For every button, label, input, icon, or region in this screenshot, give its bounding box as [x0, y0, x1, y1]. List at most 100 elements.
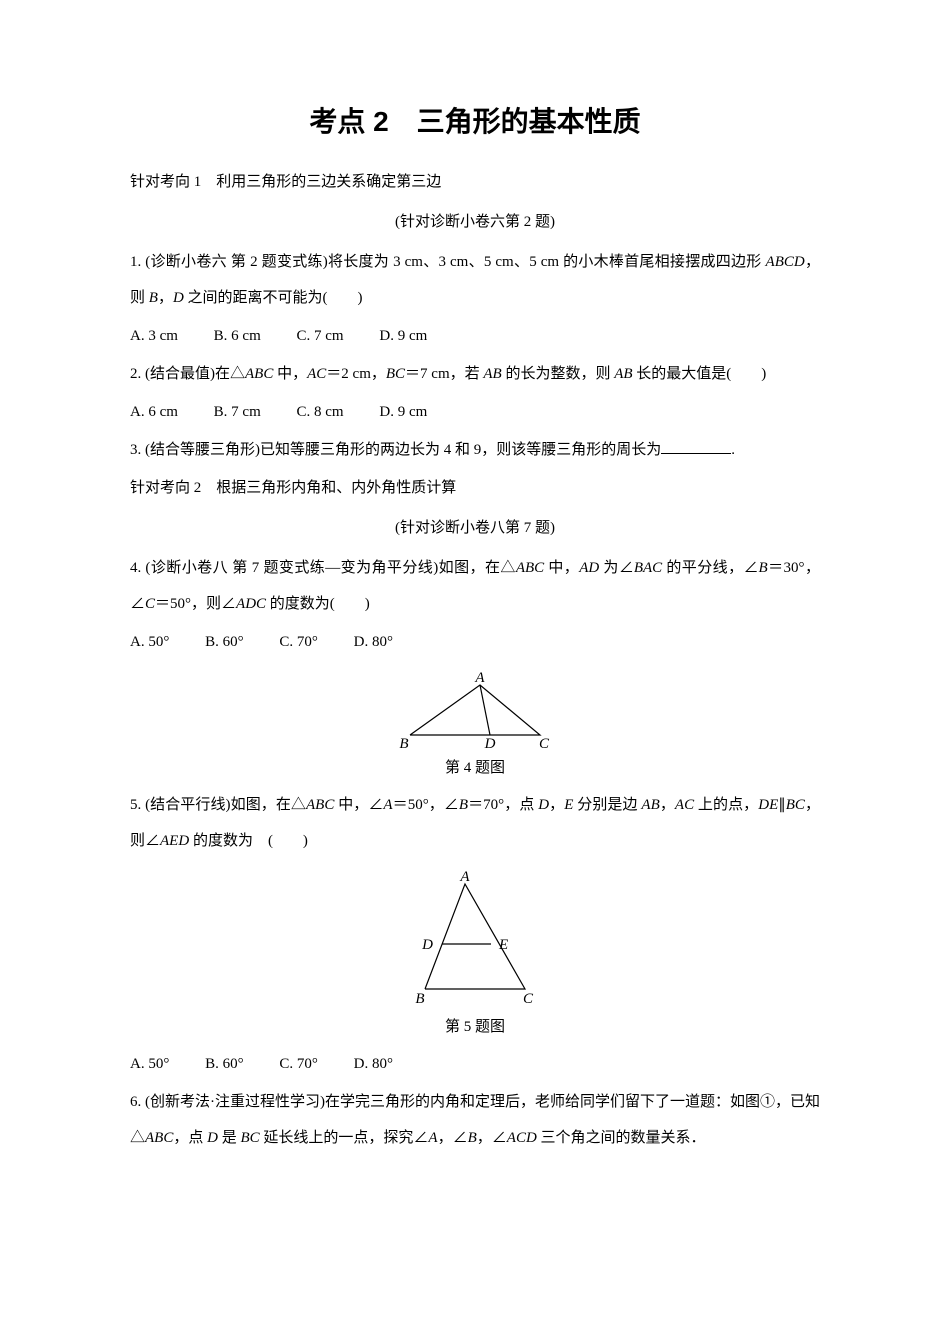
q6-post: 三个角之间的数量关系．: [537, 1130, 706, 1146]
q1-text: 1. (诊断小卷六 第 2 题变式练)将长度为 3 cm、3 cm、5 cm、5…: [130, 244, 820, 316]
section1-heading: 针对考向 1 利用三角形的三边关系确定第三边: [130, 164, 820, 200]
q4-label-c: C: [539, 736, 550, 750]
q5-label-c: C: [523, 991, 534, 1007]
q5-triangle-svg: A D E B C: [400, 869, 550, 1009]
q5-opt-b: B. 60°: [205, 1046, 244, 1082]
q4-pre: 4. (诊断小卷八 第 7 题变式练—变为角平分线)如图，在△: [130, 560, 516, 576]
q4-opt-a: A. 50°: [130, 624, 169, 660]
q3-pre: 3. (结合等腰三角形)已知等腰三角形的两边长为 4 和 9，则该等腰三角形的周…: [130, 442, 661, 458]
q5-de: DE: [758, 797, 778, 813]
q1-opt-b: B. 6 cm: [214, 318, 261, 354]
q3-blank: [661, 439, 731, 454]
q4-triangle-svg: A B D C: [390, 670, 560, 750]
q5-c1: ，: [549, 797, 564, 813]
q6-m1: ，点: [173, 1130, 207, 1146]
q2-ab2: AB: [614, 366, 632, 382]
q4-m3: 的平分线，∠: [662, 560, 758, 576]
q4-opt-d: D. 80°: [354, 624, 393, 660]
q5-options: A. 50° B. 60° C. 70° D. 80°: [130, 1046, 820, 1082]
q4-c: C: [145, 596, 155, 612]
q2-ab1: AB: [483, 366, 501, 382]
q5-post: 的度数为 ( ): [189, 833, 308, 849]
section2-note: (针对诊断小卷八第 7 题): [130, 510, 820, 546]
q5-m3: ＝70°，点: [468, 797, 538, 813]
q5-par: ∥: [778, 797, 786, 813]
q1-opt-a: A. 3 cm: [130, 318, 178, 354]
q2-options: A. 6 cm B. 7 cm C. 8 cm D. 9 cm: [130, 394, 820, 430]
q1-pre: 1. (诊断小卷六 第 2 题变式练)将长度为 3 cm、3 cm、5 cm、5…: [130, 254, 766, 270]
q6-b: B: [468, 1130, 477, 1146]
q3-text: 3. (结合等腰三角形)已知等腰三角形的两边长为 4 和 9，则该等腰三角形的周…: [130, 432, 820, 468]
q5-m1: 中，∠: [334, 797, 383, 813]
q6-c1: ，∠: [438, 1130, 468, 1146]
q6-c2: ，∠: [477, 1130, 507, 1146]
q2-pre: 2. (结合最值)在△: [130, 366, 245, 382]
q2-m3: ＝7 cm，若: [405, 366, 483, 382]
q5-a: A: [383, 797, 392, 813]
q6-a: A: [428, 1130, 437, 1146]
q5-label-a: A: [459, 869, 470, 885]
q1-b: B: [149, 290, 158, 306]
q2-opt-c: C. 8 cm: [297, 394, 344, 430]
q5-b: B: [459, 797, 468, 813]
q4-m1: 中，: [544, 560, 579, 576]
q1-c1: ，: [158, 290, 173, 306]
q4-adc: ADC: [236, 596, 266, 612]
q5-aed: AED: [160, 833, 189, 849]
q6-m2: 是: [218, 1130, 241, 1146]
q5-d: D: [538, 797, 549, 813]
q4-post: 的度数为( ): [266, 596, 370, 612]
q2-post: 长的最大值是( ): [633, 366, 767, 382]
q5-m4: 分别是边: [573, 797, 641, 813]
q2-m4: 的长为整数，则: [502, 366, 615, 382]
section1-note: (针对诊断小卷六第 2 题): [130, 204, 820, 240]
q2-opt-a: A. 6 cm: [130, 394, 178, 430]
q6-abc: ABC: [145, 1130, 173, 1146]
q1-d: D: [173, 290, 184, 306]
q4-options: A. 50° B. 60° C. 70° D. 80°: [130, 624, 820, 660]
q6-m3: 延长线上的一点，探究∠: [260, 1130, 429, 1146]
section2-heading: 针对考向 2 根据三角形内角和、内外角性质计算: [130, 470, 820, 506]
q4-caption: 第 4 题图: [130, 756, 820, 777]
q4-opt-c: C. 70°: [279, 624, 318, 660]
q4-abc: ABC: [516, 560, 544, 576]
q1-abcd: ABCD: [766, 254, 805, 270]
q6-bc: BC: [240, 1130, 259, 1146]
q5-opt-a: A. 50°: [130, 1046, 169, 1082]
page-title: 考点 2 三角形的基本性质: [130, 100, 820, 140]
q1-opt-d: D. 9 cm: [379, 318, 427, 354]
q4-bac: BAC: [634, 560, 662, 576]
q5-label-e: E: [498, 937, 508, 953]
q4-label-a: A: [474, 670, 485, 686]
q5-opt-d: D. 80°: [354, 1046, 393, 1082]
q4-figure: A B D C 第 4 题图: [130, 670, 820, 777]
q5-bc: BC: [786, 797, 805, 813]
q5-ac: AC: [675, 797, 694, 813]
q1-post: 之间的距离不可能为( ): [184, 290, 363, 306]
q4-ad: AD: [579, 560, 599, 576]
q1-options: A. 3 cm B. 6 cm C. 7 cm D. 9 cm: [130, 318, 820, 354]
q5-m5: 上的点，: [694, 797, 758, 813]
q4-m2: 为∠: [599, 560, 634, 576]
q2-text: 2. (结合最值)在△ABC 中，AC＝2 cm，BC＝7 cm，若 AB 的长…: [130, 356, 820, 392]
q2-opt-b: B. 7 cm: [214, 394, 261, 430]
q5-label-b: B: [415, 991, 424, 1007]
q5-label-d: D: [421, 937, 433, 953]
q5-abc: ABC: [306, 797, 334, 813]
q6-acd: ACD: [507, 1130, 537, 1146]
q1-opt-c: C. 7 cm: [297, 318, 344, 354]
q4-label-d: D: [484, 736, 496, 750]
q4-text: 4. (诊断小卷八 第 7 题变式练—变为角平分线)如图，在△ABC 中，AD …: [130, 550, 820, 622]
q4-opt-b: B. 60°: [205, 624, 244, 660]
q5-caption: 第 5 题图: [130, 1015, 820, 1036]
q5-opt-c: C. 70°: [279, 1046, 318, 1082]
q2-opt-d: D. 9 cm: [379, 394, 427, 430]
q5-text: 5. (结合平行线)如图，在△ABC 中，∠A＝50°，∠B＝70°，点 D，E…: [130, 787, 820, 859]
q2-abc: ABC: [245, 366, 273, 382]
q6-text: 6. (创新考法·注重过程性学习)在学完三角形的内角和定理后，老师给同学们留下了…: [130, 1084, 820, 1156]
q5-figure: A D E B C 第 5 题图: [130, 869, 820, 1036]
q2-m2: ＝2 cm，: [326, 366, 386, 382]
q2-m1: 中，: [273, 366, 307, 382]
q5-m2: ＝50°，∠: [393, 797, 459, 813]
q4-b: B: [759, 560, 768, 576]
